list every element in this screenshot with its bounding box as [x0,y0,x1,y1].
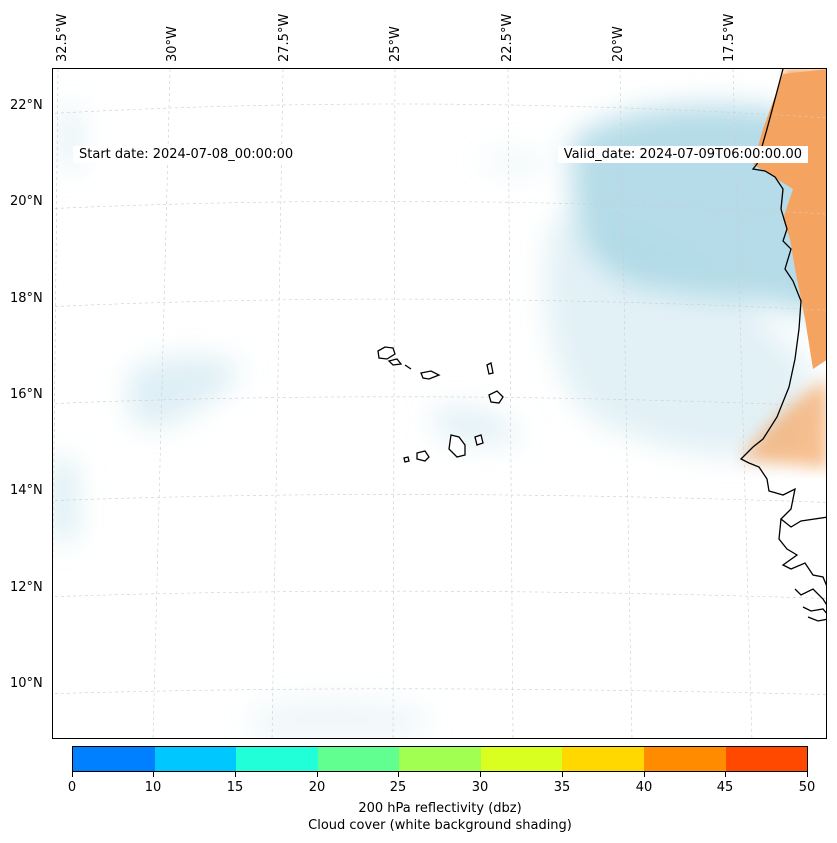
lon-label-27-5w: 27.5°W [277,13,292,62]
colorbar-tick [235,772,236,777]
start-date-label: Start date: 2024-07-08_00:00:00 [73,146,300,163]
island-maio [474,434,484,446]
lat-label-22n: 22°N [10,98,43,113]
colorbar [72,746,808,772]
colorbar-tick-label: 40 [635,780,653,795]
colorbar-tick [153,772,154,777]
colorbar-segment-20-25 [317,747,400,771]
graticule [53,69,826,738]
map-panel: Start date: 2024-07-08_00:00:00 Valid_da… [52,68,827,739]
island-santa-luzia [404,364,412,370]
lon-label-25w: 25°W [388,26,403,62]
colorbar-tick-label: 30 [471,780,489,795]
colorbar-segment-40-45 [643,747,726,771]
lat-label-10n: 10°N [10,676,43,691]
colorbar-label: 200 hPa reflectivity (dbz) [358,801,522,816]
island-sal [486,362,494,375]
colorbar-tick-label: 35 [553,780,571,795]
colorbar-segment-0-10 [73,747,155,771]
colorbar-tick [317,772,318,777]
lon-label-30w: 30°W [165,26,180,62]
coastline [739,69,826,622]
cape-verde-islands [377,346,504,463]
colorbar-tick-label: 0 [67,780,77,795]
lat-label-20n: 20°N [10,194,43,209]
colorbar-tick [807,772,808,777]
island-fogo [416,450,430,462]
island-boa-vista [488,390,504,404]
land-warm-shading [741,69,826,469]
lat-label-16n: 16°N [10,387,43,402]
colorbar-tick [562,772,563,777]
island-sao-vicente [387,358,403,366]
colorbar-segment-30-35 [480,747,563,771]
lon-label-32-5w: 32.5°W [55,13,70,62]
island-santiago [448,434,466,458]
colorbar-tick-label: 20 [308,780,326,795]
colorbar-tick [480,772,481,777]
lat-label-14n: 14°N [10,483,43,498]
colorbar-segment-35-40 [562,747,644,771]
valid-date-label: Valid_date: 2024-07-09T06:00:00.00 [557,146,808,163]
colorbar-sublabel: Cloud cover (white background shading) [308,818,572,833]
colorbar-tick [398,772,399,777]
lon-label-22-5w: 22.5°W [500,13,515,62]
colorbar-tick-label: 25 [389,780,407,795]
colorbar-tick [725,772,726,777]
island-santo-antao [377,346,396,360]
map-canvas [53,69,826,738]
colorbar-tick-label: 50 [798,780,816,795]
island-sao-nicolau [420,370,441,380]
lon-label-20w: 20°W [611,26,626,62]
colorbar-segment-15-20 [236,747,318,771]
colorbar-tick-label: 15 [226,780,244,795]
island-brava [403,456,410,463]
colorbar-tick [72,772,73,777]
colorbar-tick-label: 45 [716,780,734,795]
lat-label-18n: 18°N [10,291,43,306]
colorbar-segment-45-50 [725,747,808,771]
lon-label-17-5w: 17.5°W [722,13,737,62]
cloud-cover-shading [53,105,826,738]
colorbar-segment-25-30 [399,747,481,771]
colorbar-segment-10-15 [154,747,237,771]
colorbar-tick [644,772,645,777]
lat-label-12n: 12°N [10,580,43,595]
colorbar-tick-label: 10 [144,780,162,795]
